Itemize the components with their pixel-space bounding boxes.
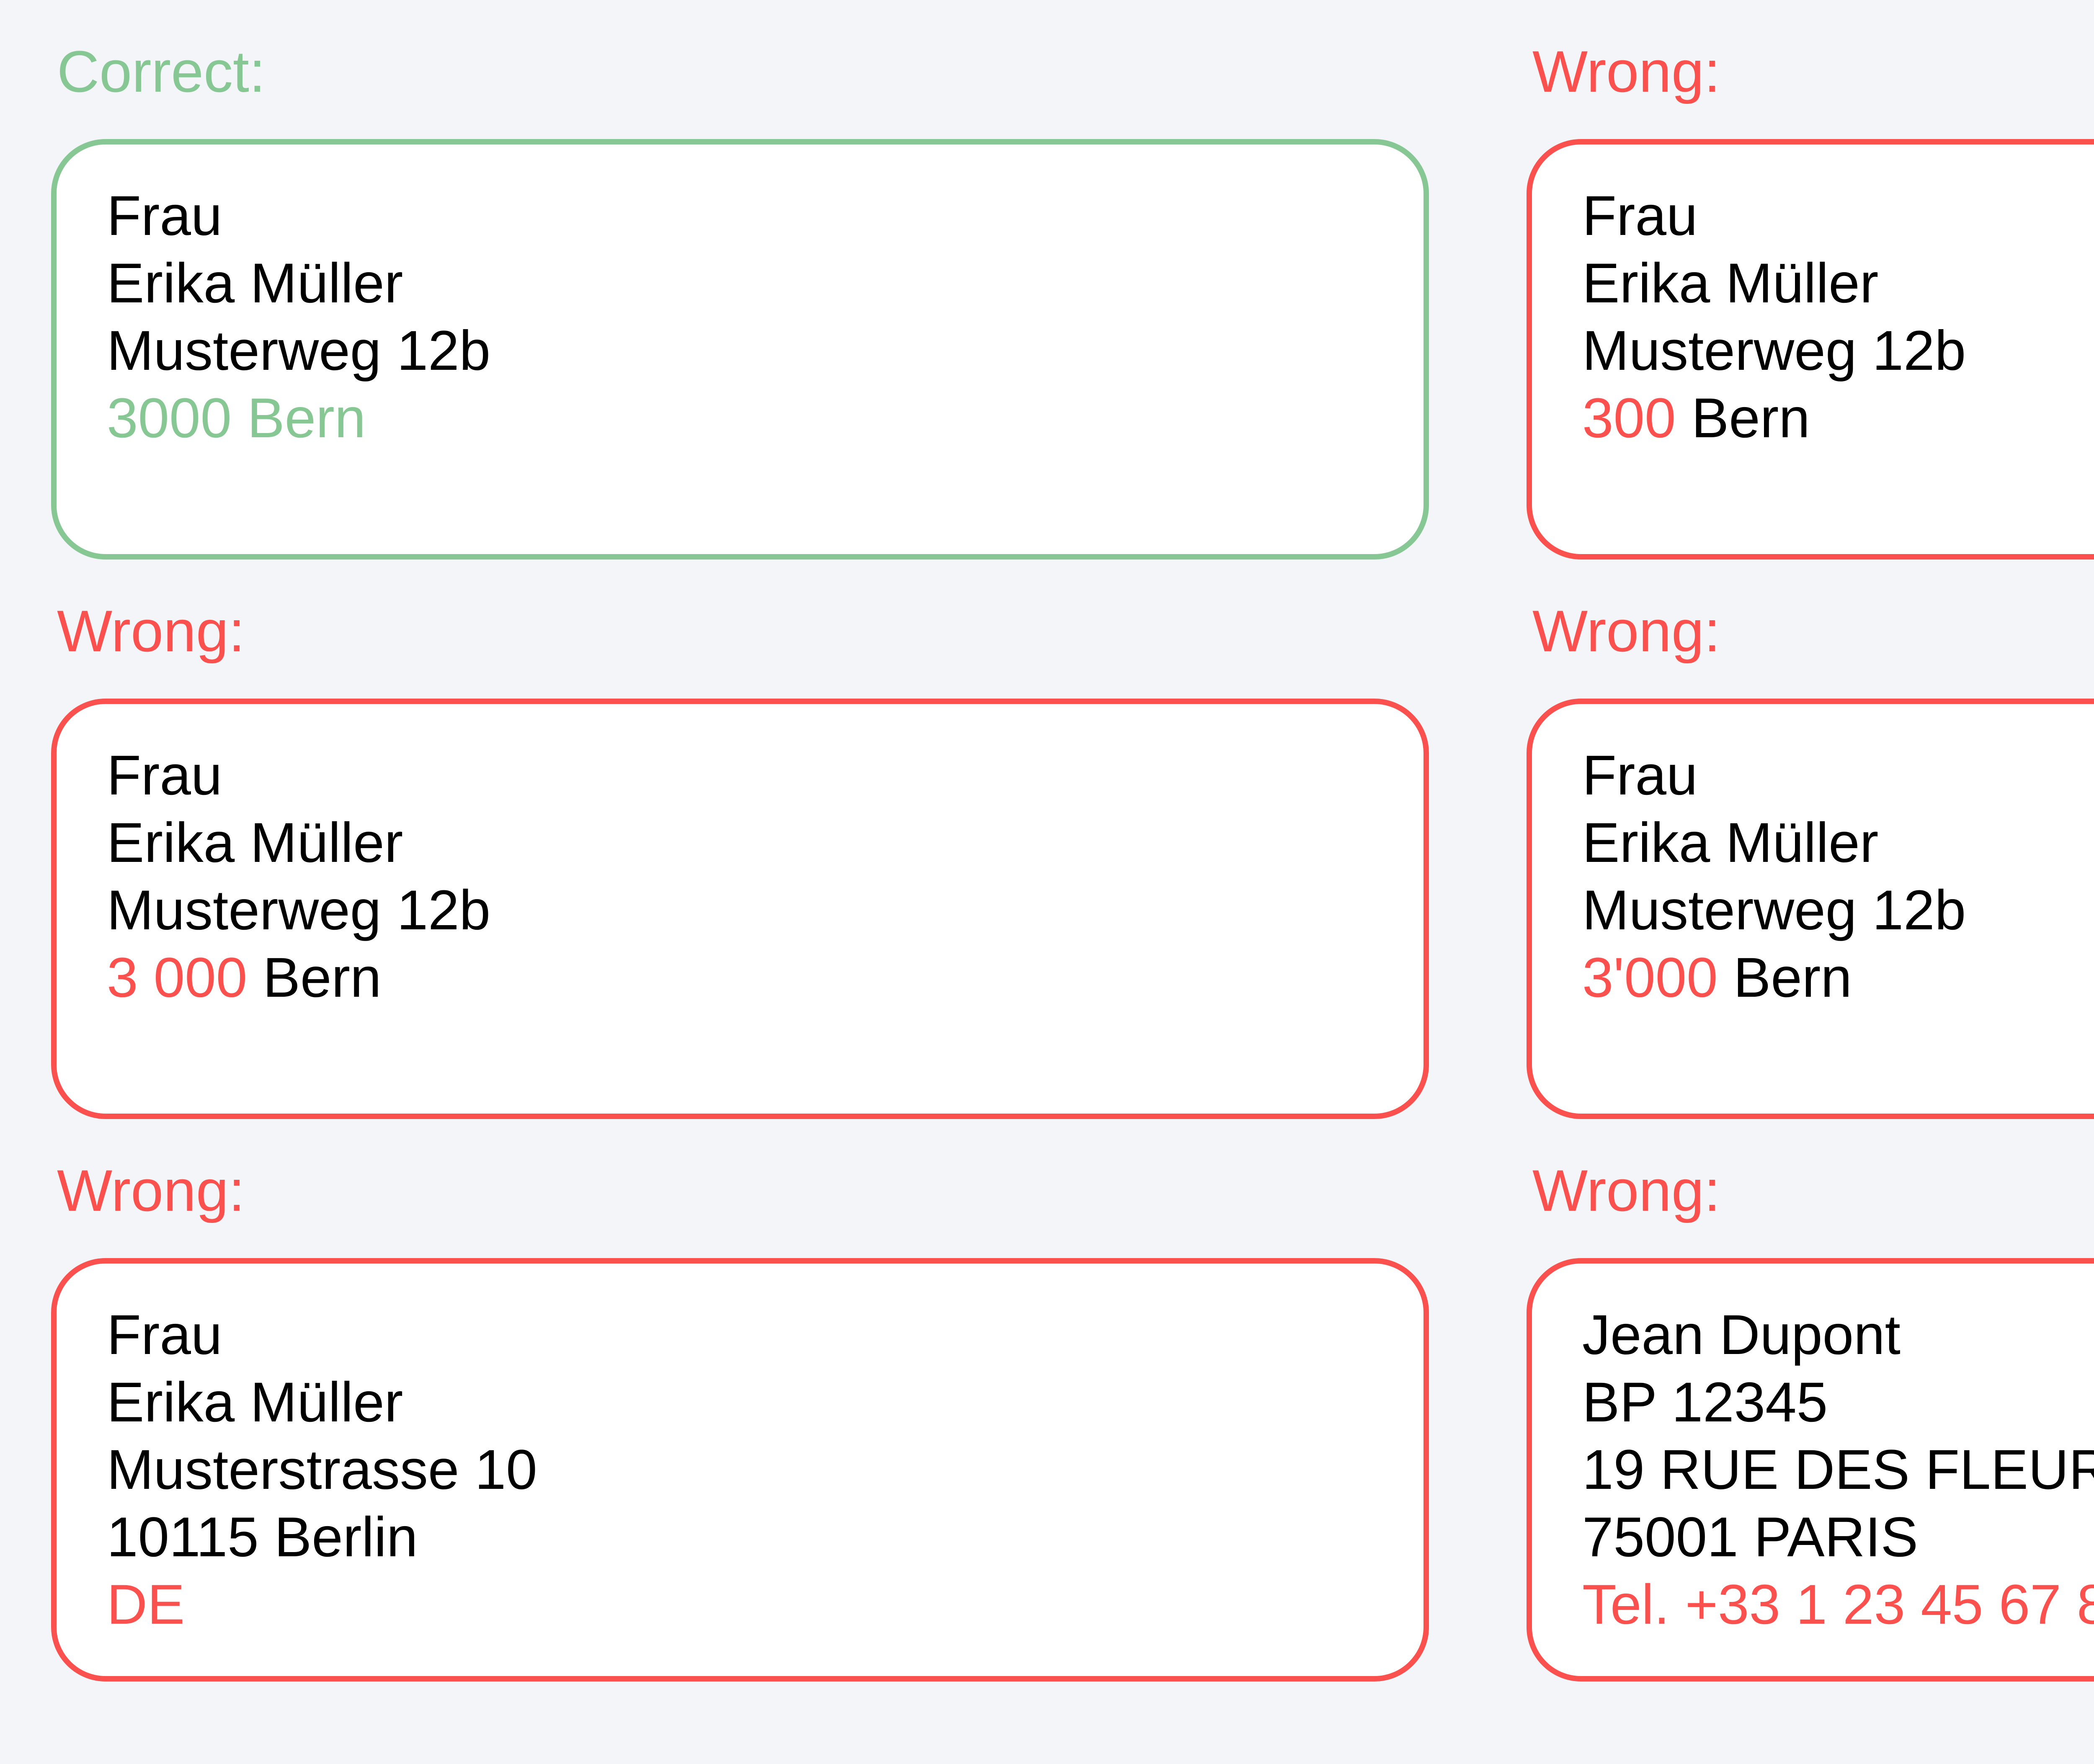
address-segment: Bern [247,946,382,1009]
address-segment-highlight: 3000 Bern [107,387,366,449]
address-segment: Musterweg 12b [107,879,491,941]
example-wrong-country-code-line: Wrong: Frau Erika Müller Musterstrasse 10 1… [51,1153,1429,1681]
example-status-label: Wrong: [1532,1158,1720,1223]
address-segment: Erika Müller [107,1371,403,1434]
address-segment-highlight: 300 [1582,387,1676,449]
address-card: Frau Erika Müller Musterstrasse 10 10115 Be… [51,1258,1429,1681]
address-line: 300 Bern [1582,384,2094,452]
address-segment: Frau [107,1304,222,1366]
address-segment: Musterweg 12b [107,320,491,382]
example-status-label: Wrong: [57,1158,245,1223]
address-line: Frau [1582,182,2094,250]
address-segment: Musterweg 12b [1582,320,1966,382]
address-segment: Musterstrasse 10 [107,1439,537,1501]
address-line: Erika Müller [107,1369,1373,1436]
address-segment: Erika Müller [107,812,403,874]
address-segment: Frau [1582,185,1698,247]
address-line: Frau [1582,742,2094,809]
example-correct-postal-code: Correct: Frau Erika Müller Musterweg 12b 30… [51,34,1429,560]
address-lines: Frau Erika Müller Musterstrasse 10 10115 Be… [107,1301,1373,1638]
address-segment-highlight: 3 000 [107,946,248,1009]
address-line: Frau [107,742,1373,809]
address-line: Musterweg 12b [1582,317,2094,384]
address-segment-highlight: Tel. +33 1 23 45 67 89 [1582,1573,2094,1636]
address-segment: Jean Dupont [1582,1304,1901,1366]
address-card: Frau Erika Müller Musterweg 12b 300 Bern [1527,139,2094,560]
address-line: Jean Dupont [1582,1301,2094,1369]
address-format-examples-grid: Correct: Frau Erika Müller Musterweg 12b 30… [51,34,2094,1681]
address-lines: Frau Erika Müller Musterweg 12b 3'000 Bern [1582,742,2094,1011]
address-lines: Frau Erika Müller Musterweg 12b 3 000 Bern [107,742,1373,1011]
example-wrong-apostrophe-postal-code: Wrong: Frau Erika Müller Musterweg 12b 3'00… [1527,593,2094,1119]
address-segment: 10115 Berlin [107,1506,418,1568]
address-line: 10115 Berlin [107,1504,1373,1571]
address-segment: Frau [107,744,222,807]
address-segment: Erika Müller [1582,812,1879,874]
example-status-label: Wrong: [1532,39,1720,104]
address-line: Musterweg 12b [1582,877,2094,944]
address-line: Erika Müller [1582,250,2094,317]
address-line: Frau [107,1301,1373,1369]
address-line: 3000 Bern [107,384,1373,452]
address-card: Frau Erika Müller Musterweg 12b 3'000 Bern [1527,699,2094,1119]
example-status-label: Correct: [57,39,266,104]
address-segment-highlight: 3'000 [1582,946,1718,1009]
address-line: 75001 PARIS [1582,1504,2094,1571]
address-segment: Bern [1676,387,1810,449]
address-line: Musterstrasse 10 [107,1436,1373,1504]
address-segment: Erika Müller [1582,252,1879,315]
example-wrong-phone-number-line: Wrong: Jean Dupont BP 12345 19 RUE DES FLE… [1527,1153,2094,1681]
address-card: Frau Erika Müller Musterweg 12b 3000 Bern [51,139,1429,560]
address-segment: 75001 PARIS [1582,1506,1919,1568]
address-segment-highlight: DE [107,1573,185,1636]
address-segment: Bern [1717,946,1852,1009]
address-line: Erika Müller [107,809,1373,877]
address-segment: Erika Müller [107,252,403,315]
address-segment: 19 RUE DES FLEURES [1582,1439,2094,1501]
address-line: Frau [107,182,1373,250]
address-segment: Musterweg 12b [1582,879,1966,941]
address-line: 3 000 Bern [107,944,1373,1011]
address-line: BP 12345 [1582,1369,2094,1436]
address-line: DE [107,1571,1373,1638]
address-line: Erika Müller [107,250,1373,317]
example-wrong-truncated-postal-code: Wrong: Frau Erika Müller Musterweg 12b 300 … [1527,34,2094,560]
address-line: Tel. +33 1 23 45 67 89 [1582,1571,2094,1638]
address-card: Frau Erika Müller Musterweg 12b 3 000 Bern [51,699,1429,1119]
address-segment: BP 12345 [1582,1371,1828,1434]
example-status-label: Wrong: [57,598,245,664]
address-line: Erika Müller [1582,809,2094,877]
address-lines: Frau Erika Müller Musterweg 12b 300 Bern [1582,182,2094,452]
address-line: 3'000 Bern [1582,944,2094,1011]
address-line: Musterweg 12b [107,317,1373,384]
example-wrong-space-separated-postal-code: Wrong: Frau Erika Müller Musterweg 12b 3 00… [51,593,1429,1119]
example-status-label: Wrong: [1532,598,1720,664]
address-segment: Frau [107,185,222,247]
address-segment: Frau [1582,744,1698,807]
address-lines: Frau Erika Müller Musterweg 12b 3000 Bern [107,182,1373,452]
address-line: 19 RUE DES FLEURES [1582,1436,2094,1504]
address-line: Musterweg 12b [107,877,1373,944]
